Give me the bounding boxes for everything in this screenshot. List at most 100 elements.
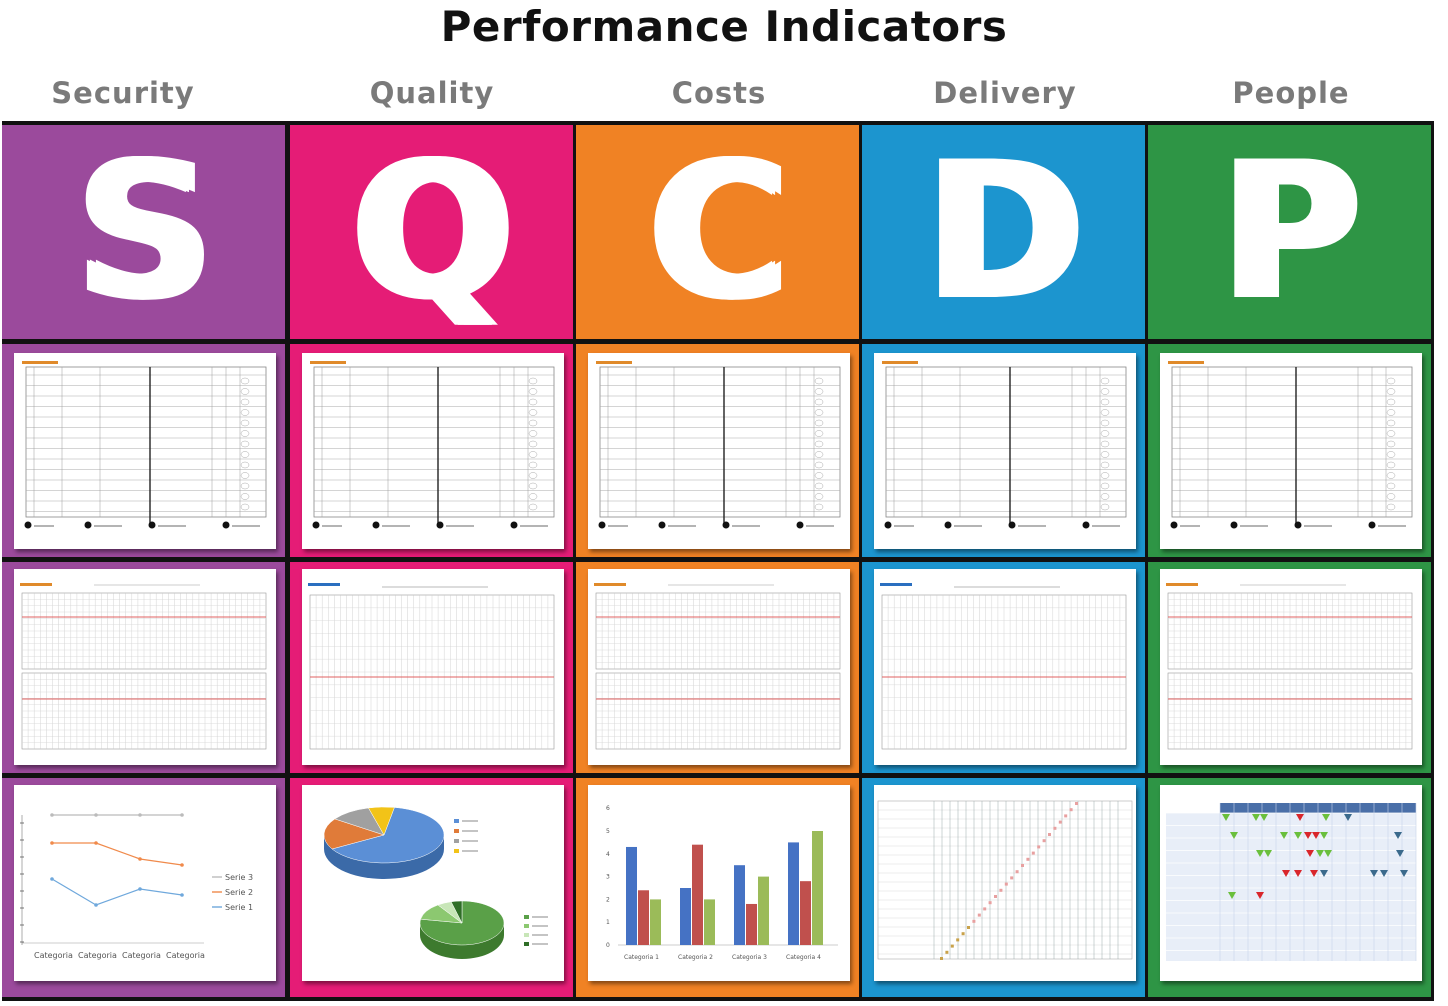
column-heading-security: Security: [51, 76, 195, 110]
legend-swatch: [524, 942, 529, 946]
legend-label: Serie 1: [225, 903, 253, 912]
sheet-check-circle: [240, 493, 250, 500]
sheet-legend-dot: [658, 521, 666, 529]
y-tick-label: 2: [606, 896, 610, 903]
sheet-check-circle: [1386, 409, 1396, 416]
scatter-grid-sheet[interactable]: [874, 785, 1136, 981]
bar: [812, 831, 823, 945]
sheet-check-circle: [1100, 419, 1110, 427]
sheet-check-circle: [814, 503, 824, 511]
sheet-check-circle: [1100, 440, 1110, 448]
bar: [758, 876, 769, 945]
matrix-marker: [1294, 832, 1302, 839]
sheet-check-circle: [528, 398, 538, 406]
column-delivery: D: [862, 125, 1145, 997]
sheet-check-circle: [1386, 388, 1396, 395]
bar: [746, 903, 757, 945]
legend-swatch: [454, 829, 459, 833]
pie-chart-drawing: [323, 806, 548, 959]
pie-slice: [331, 807, 445, 864]
matrix-marker: [1228, 892, 1236, 899]
scatter-point: [1004, 882, 1008, 886]
sheet-legend-dot: [1170, 521, 1178, 529]
scatter-point: [977, 913, 981, 917]
letter-s: S: [75, 121, 212, 342]
legend-swatch: [524, 933, 529, 937]
series-point: [138, 813, 142, 817]
letter-c: C: [647, 121, 788, 342]
category-label: Categoria 3: [732, 954, 767, 961]
pie-chart-sheet[interactable]: [302, 785, 564, 981]
category-label: Categoria 4: [786, 954, 821, 961]
scatter-point: [1069, 808, 1073, 812]
log-sheet[interactable]: [1160, 353, 1422, 549]
sheet-check-circle: [814, 419, 824, 427]
grid-sheet-drawing: [1166, 583, 1413, 750]
sheet-check-circle: [814, 388, 824, 395]
sheet-check-circle: [240, 377, 250, 385]
line-chart-drawing: Categoria Categoria Categoria Categoria Seri…: [20, 813, 253, 960]
sqcdp-board: S Categoria Categoria Categoria Categoria Se…: [2, 121, 1434, 1001]
sheet-check-circle: [528, 472, 538, 479]
scatter-point: [1058, 820, 1062, 824]
sheet-check-circle: [240, 409, 250, 416]
grid-sheet-drawing: [880, 583, 1127, 750]
bar: [788, 842, 799, 945]
column-quality: Q: [290, 125, 573, 997]
sheet-check-circle: [528, 461, 538, 469]
matrix-marker: [1394, 832, 1402, 839]
sheet-logo: [308, 583, 340, 586]
grid-sheet[interactable]: [1160, 569, 1422, 765]
scatter-point: [1037, 845, 1041, 849]
sheet-legend-dot: [944, 521, 952, 529]
sheet-legend-dot: [148, 521, 156, 529]
bar-chart-sheet[interactable]: 0 1 2 3 4 5 6 Categoria 1 Categoria 2 Categoria 3…: [588, 785, 850, 981]
sheet-logo: [310, 361, 346, 364]
log-sheet[interactable]: [14, 353, 276, 549]
scatter-point: [1010, 876, 1014, 880]
sheet-check-circle: [528, 451, 538, 458]
sheet-check-circle: [528, 482, 538, 490]
sheet-frame: [1171, 366, 1413, 518]
category-label: Categoria 1: [624, 954, 659, 961]
sheet-check-circle: [1100, 503, 1110, 511]
scatter-point: [950, 944, 954, 948]
matrix-marker: [1370, 870, 1378, 877]
sheet-check-circle: [1386, 398, 1396, 406]
sheet-legend-dot: [1368, 521, 1376, 529]
grid-sheet[interactable]: [874, 569, 1136, 765]
series-point: [138, 857, 142, 861]
series-point: [94, 903, 98, 907]
sheet-logo: [880, 583, 912, 586]
legend-label: Serie 3: [225, 873, 253, 882]
scatter-point: [940, 957, 943, 960]
sheet-frame: [25, 366, 267, 518]
scatter-point: [999, 888, 1003, 892]
matrix-marker: [1282, 870, 1290, 877]
matrix-marker: [1324, 850, 1332, 857]
skills-matrix-sheet[interactable]: [1160, 785, 1422, 981]
matrix-marker: [1396, 850, 1404, 857]
sheet-check-circle: [1100, 398, 1110, 406]
sheet-legend-dot: [1082, 521, 1090, 529]
sheet-logo: [20, 583, 52, 586]
sheet-check-circle: [1386, 419, 1396, 427]
category-label: Categoria: [166, 951, 205, 960]
grid-sheet[interactable]: [14, 569, 276, 765]
grid-sheet[interactable]: [302, 569, 564, 765]
line-chart-sheet[interactable]: Categoria Categoria Categoria Categoria Seri…: [14, 785, 276, 981]
log-sheet[interactable]: [302, 353, 564, 549]
series-line: [52, 842, 183, 866]
series-point: [50, 841, 54, 845]
log-sheet[interactable]: [874, 353, 1136, 549]
series-point: [50, 877, 54, 881]
sheet-check-circle: [814, 493, 824, 500]
matrix-marker: [1320, 832, 1328, 839]
column-security: S Categoria Categoria Categoria Categoria Se…: [2, 125, 285, 997]
sheet-check-circle: [1100, 451, 1110, 458]
log-sheet[interactable]: [588, 353, 850, 549]
bar: [626, 846, 637, 945]
sheet-check-circle: [1386, 493, 1396, 500]
grid-sheet[interactable]: [588, 569, 850, 765]
sheet-legend-dot: [598, 521, 606, 529]
